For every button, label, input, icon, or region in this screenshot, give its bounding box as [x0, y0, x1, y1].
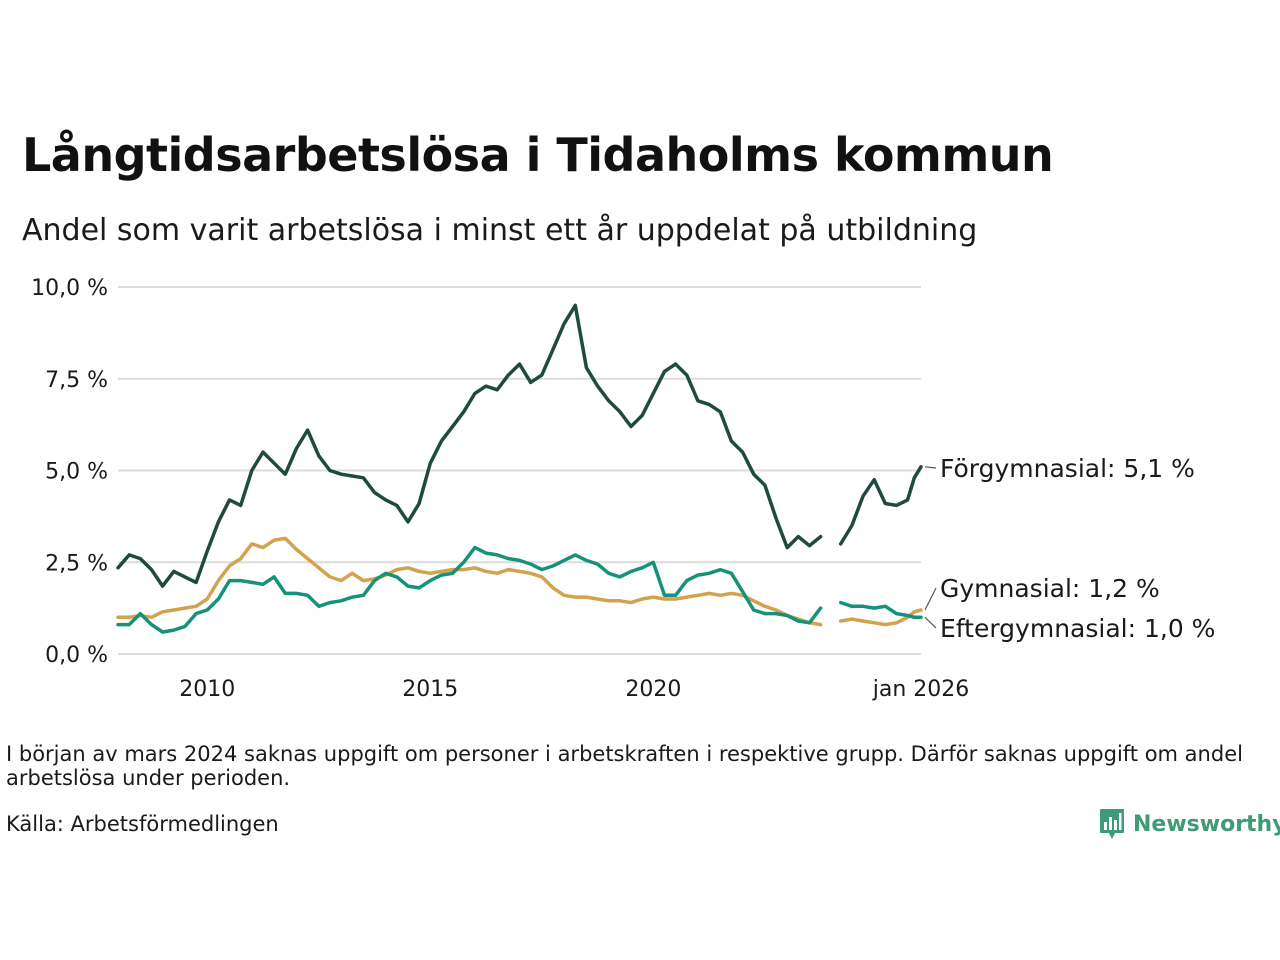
source-credit: Källa: Arbetsförmedlingen [6, 812, 279, 836]
y-tick-label: 7,5 % [45, 368, 108, 393]
x-tick-label: jan 2026 [872, 677, 970, 702]
series-end-labels: Förgymnasial: 5,1 % Gymnasial: 1,2 % Efter… [924, 454, 1215, 643]
chart-subtitle: Andel som varit arbetslösa i minst ett å… [22, 213, 978, 248]
x-axis-ticks: 2010 2015 2020 jan 2026 [179, 677, 969, 702]
series-lines [116, 303, 923, 634]
x-tick-label: 2020 [625, 677, 681, 702]
y-tick-label: 5,0 % [45, 460, 108, 485]
y-axis-ticks: 0,0 % 2,5 % 5,0 % 7,5 % 10,0 % [31, 276, 108, 668]
series-line-förgymnasial [116, 303, 923, 588]
x-tick-label: 2015 [402, 677, 458, 702]
y-tick-label: 0,0 % [45, 643, 108, 668]
leader-line-eftergymnasial [924, 616, 937, 629]
footnote: I början av mars 2024 saknas uppgift om … [6, 742, 1243, 790]
end-label-förgymnasial: Förgymnasial: 5,1 % [940, 454, 1195, 483]
newsworthy-bars-icon [1100, 809, 1124, 839]
y-tick-label: 10,0 % [31, 276, 108, 301]
end-label-gymnasial: Gymnasial: 1,2 % [940, 574, 1160, 603]
gridlines [118, 286, 921, 655]
newsworthy-logo[interactable]: Newsworthy [1099, 808, 1280, 840]
x-tick-label: 2010 [179, 677, 235, 702]
y-tick-label: 2,5 % [45, 551, 108, 576]
chart-title: Långtidsarbetslösa i Tidaholms kommun [22, 128, 1054, 182]
end-label-eftergymnasial: Eftergymnasial: 1,0 % [940, 614, 1215, 643]
leader-line-gymnasial [924, 587, 937, 611]
line-chart: 0,0 % 2,5 % 5,0 % 7,5 % 10,0 % 2010 2015 2020 j… [31, 276, 1215, 702]
series-line-eftergymnasial [116, 545, 923, 634]
series-line-gymnasial [116, 536, 923, 627]
leader-line-förgymnasial [924, 466, 937, 469]
brand-name: Newsworthy [1133, 811, 1280, 837]
